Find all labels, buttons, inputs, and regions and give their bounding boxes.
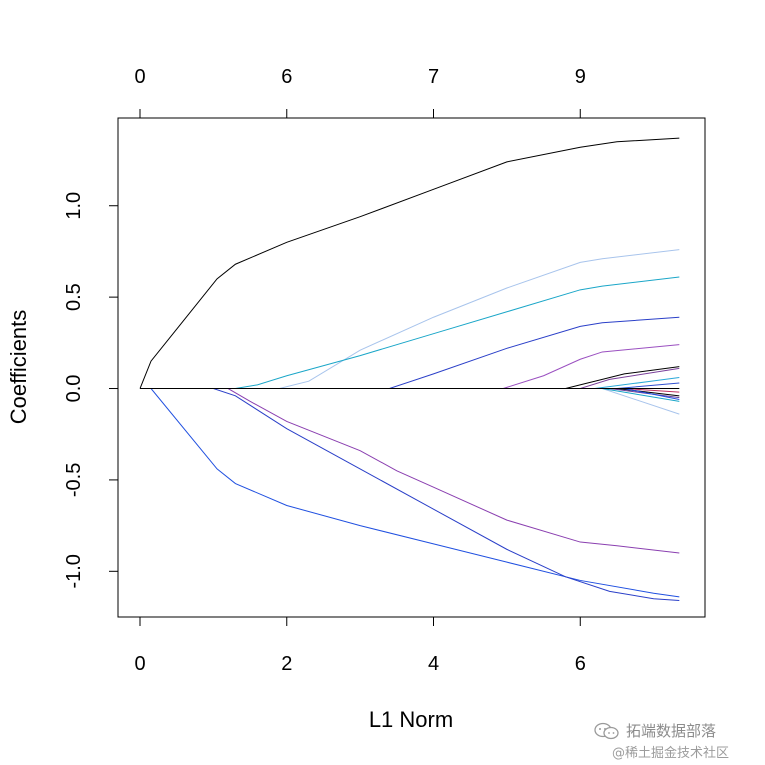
series-line-6 — [140, 276, 680, 390]
x-tick-label: 0 — [134, 653, 145, 675]
x-tick-label: 6 — [575, 653, 586, 675]
x-axis-bottom: 0 2 4 6 — [134, 616, 586, 675]
series-line-14 — [140, 388, 680, 402]
series-line-4 — [140, 388, 680, 554]
series-line-5 — [140, 249, 680, 390]
series-line-10 — [140, 367, 680, 390]
watermark-subtitle: @稀土掘金技术社区 — [612, 746, 730, 761]
top-tick-label: 0 — [134, 66, 145, 88]
watermark-title: 拓端数据部落 — [626, 722, 717, 740]
top-tick-label: 7 — [428, 66, 439, 88]
y-tick-label: 0.5 — [63, 283, 85, 311]
y-tick-label: -0.5 — [63, 463, 85, 497]
series-line-18 — [140, 388, 680, 400]
y-axis-left: -1.0 -0.5 0.0 0.5 1.0 — [63, 192, 119, 589]
series-line-15 — [140, 388, 680, 399]
y-tick-label: 0.0 — [63, 375, 85, 403]
series-line-13 — [140, 388, 680, 415]
series-line-17 — [140, 388, 680, 393]
top-tick-label: 9 — [575, 66, 586, 88]
plot-frame — [117, 117, 706, 618]
series-line-2 — [140, 388, 680, 598]
x-tick-label: 2 — [281, 653, 292, 675]
x-axis-title: L1 Norm — [369, 707, 453, 732]
series-line-1 — [139, 137, 680, 389]
y-axis-title: Coefficients — [6, 310, 31, 425]
y-tick-label: 1.0 — [63, 192, 85, 220]
y-tick-label: -1.0 — [63, 554, 85, 588]
series-line-16 — [140, 388, 680, 397]
series-line-3 — [140, 388, 680, 602]
x-axis-top: 0 6 7 9 — [134, 66, 586, 119]
series-layer — [139, 137, 680, 602]
series-line-9 — [140, 366, 680, 390]
wechat-official-account-icon — [594, 722, 619, 740]
x-tick-label: 4 — [428, 653, 439, 675]
top-tick-label: 6 — [281, 66, 292, 88]
